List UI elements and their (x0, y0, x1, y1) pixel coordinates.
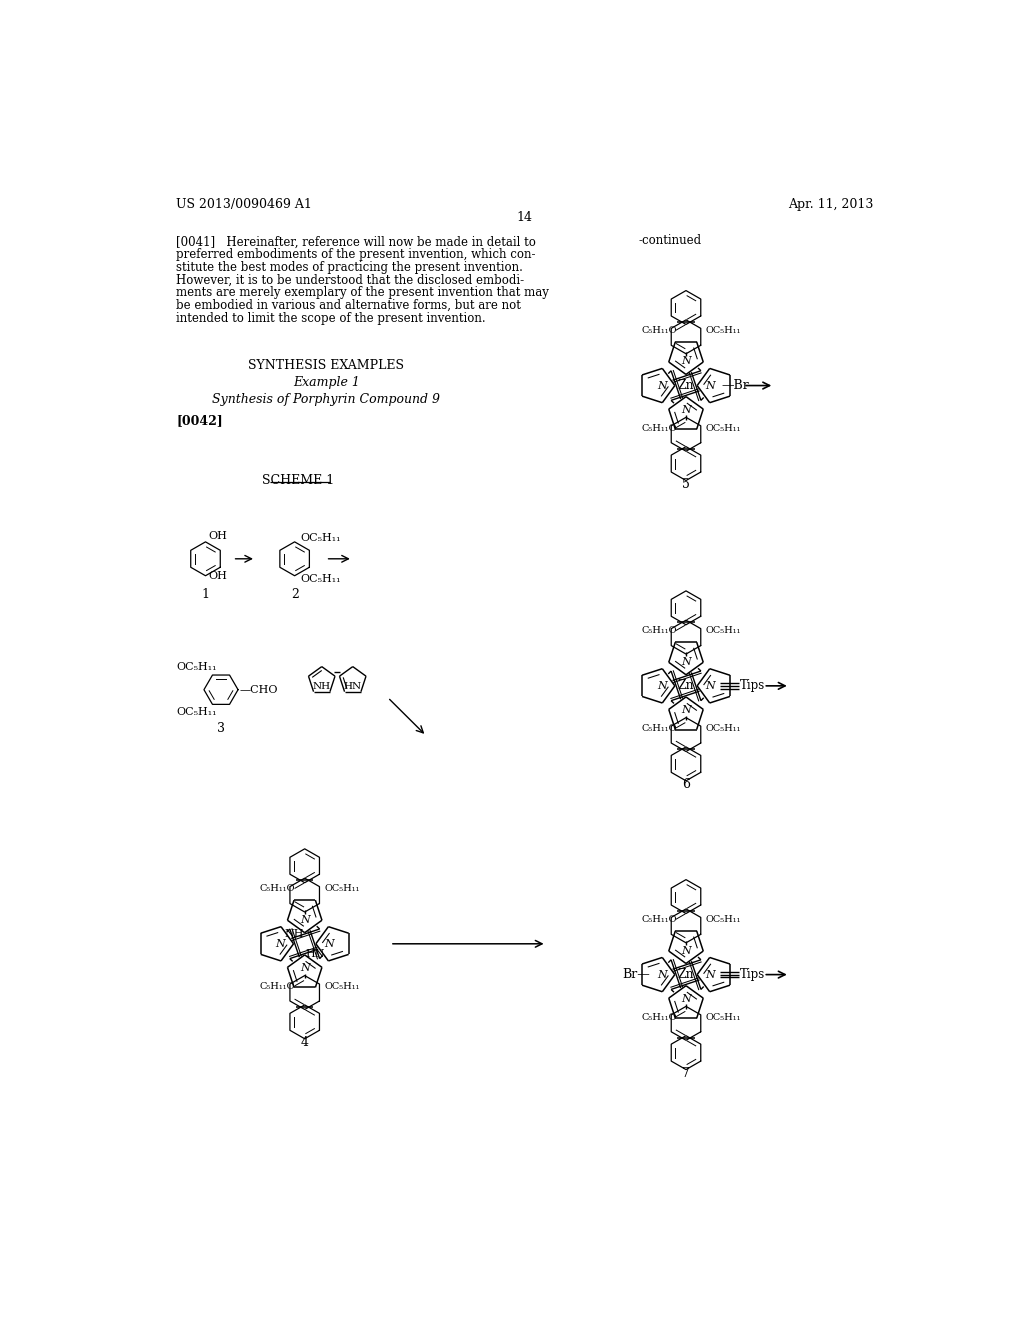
Text: be embodied in various and alternative forms, but are not: be embodied in various and alternative f… (176, 298, 521, 312)
Text: -continued: -continued (639, 234, 702, 247)
Text: ments are merely exemplary of the present invention that may: ments are merely exemplary of the presen… (176, 286, 549, 300)
Text: Apr. 11, 2013: Apr. 11, 2013 (788, 198, 873, 211)
Text: C₅H₁₁O: C₅H₁₁O (641, 627, 677, 635)
Text: N: N (657, 380, 667, 391)
Text: 2: 2 (291, 589, 299, 601)
Text: Zn: Zn (678, 680, 694, 693)
Text: 14: 14 (517, 211, 532, 224)
Text: Synthesis of Porphyrin Compound 9: Synthesis of Porphyrin Compound 9 (212, 393, 440, 407)
Text: C₅H₁₁O: C₅H₁₁O (641, 915, 677, 924)
Text: N: N (681, 356, 691, 367)
Text: [0041]   Hereinafter, reference will now be made in detail to: [0041] Hereinafter, reference will now b… (176, 235, 536, 248)
Text: NH: NH (312, 682, 331, 692)
Text: OC₅H₁₁: OC₅H₁₁ (706, 424, 741, 433)
Text: N: N (275, 939, 286, 949)
Text: 5: 5 (682, 478, 690, 491)
Text: N: N (681, 657, 691, 667)
Text: preferred embodiments of the present invention, which con-: preferred embodiments of the present inv… (176, 248, 536, 261)
Text: NH: NH (285, 928, 304, 939)
Text: SCHEME 1: SCHEME 1 (262, 474, 335, 487)
Text: N: N (706, 970, 715, 979)
Text: N: N (681, 945, 691, 956)
Text: —Br: —Br (722, 379, 750, 392)
Text: OC₅H₁₁: OC₅H₁₁ (324, 982, 359, 991)
Text: C₅H₁₁O: C₅H₁₁O (641, 1012, 677, 1022)
Text: US 2013/0090469 A1: US 2013/0090469 A1 (176, 198, 312, 211)
Text: OH: OH (209, 570, 227, 581)
Text: [0042]: [0042] (176, 414, 223, 428)
Text: C₅H₁₁O: C₅H₁₁O (260, 982, 295, 991)
Text: SYNTHESIS EXAMPLES: SYNTHESIS EXAMPLES (249, 359, 404, 372)
Text: N: N (681, 994, 691, 1003)
Text: OC₅H₁₁: OC₅H₁₁ (176, 706, 217, 717)
Text: HN: HN (305, 949, 325, 960)
Text: Zn: Zn (678, 379, 694, 392)
Text: However, it is to be understood that the disclosed embodi-: However, it is to be understood that the… (176, 273, 524, 286)
Text: N: N (706, 681, 715, 690)
Text: OC₅H₁₁: OC₅H₁₁ (301, 574, 341, 585)
Text: C₅H₁₁O: C₅H₁₁O (641, 326, 677, 335)
Text: 6: 6 (682, 777, 690, 791)
Text: OC₅H₁₁: OC₅H₁₁ (301, 533, 341, 543)
Text: 1: 1 (202, 589, 210, 601)
Text: OC₅H₁₁: OC₅H₁₁ (706, 723, 741, 733)
Text: OC₅H₁₁: OC₅H₁₁ (706, 627, 741, 635)
Text: 3: 3 (217, 722, 225, 735)
Text: C₅H₁₁O: C₅H₁₁O (641, 723, 677, 733)
Text: N: N (657, 681, 667, 690)
Text: OC₅H₁₁: OC₅H₁₁ (706, 1012, 741, 1022)
Text: C₅H₁₁O: C₅H₁₁O (641, 424, 677, 433)
Text: OH: OH (209, 531, 227, 541)
Text: N: N (657, 970, 667, 979)
Text: OC₅H₁₁: OC₅H₁₁ (706, 326, 741, 335)
Text: Example 1: Example 1 (293, 376, 359, 389)
Text: OC₅H₁₁: OC₅H₁₁ (324, 884, 359, 894)
Text: N: N (681, 705, 691, 715)
Text: N: N (300, 962, 309, 973)
Text: OC₅H₁₁: OC₅H₁₁ (176, 663, 217, 672)
Text: Tips: Tips (740, 680, 765, 693)
Text: C₅H₁₁O: C₅H₁₁O (260, 884, 295, 894)
Text: N: N (324, 939, 334, 949)
Text: HN: HN (344, 682, 361, 692)
Text: intended to limit the scope of the present invention.: intended to limit the scope of the prese… (176, 312, 485, 325)
Text: 7: 7 (682, 1067, 690, 1080)
Text: stitute the best modes of practicing the present invention.: stitute the best modes of practicing the… (176, 261, 523, 273)
Text: N: N (706, 380, 715, 391)
Text: Tips: Tips (740, 968, 765, 981)
Text: 4: 4 (301, 1036, 308, 1049)
Text: Br—: Br— (623, 968, 650, 981)
Text: —CHO: —CHO (240, 685, 279, 694)
Text: N: N (300, 915, 309, 925)
Text: OC₅H₁₁: OC₅H₁₁ (706, 915, 741, 924)
Text: Zn: Zn (678, 968, 694, 981)
Text: N: N (681, 405, 691, 414)
